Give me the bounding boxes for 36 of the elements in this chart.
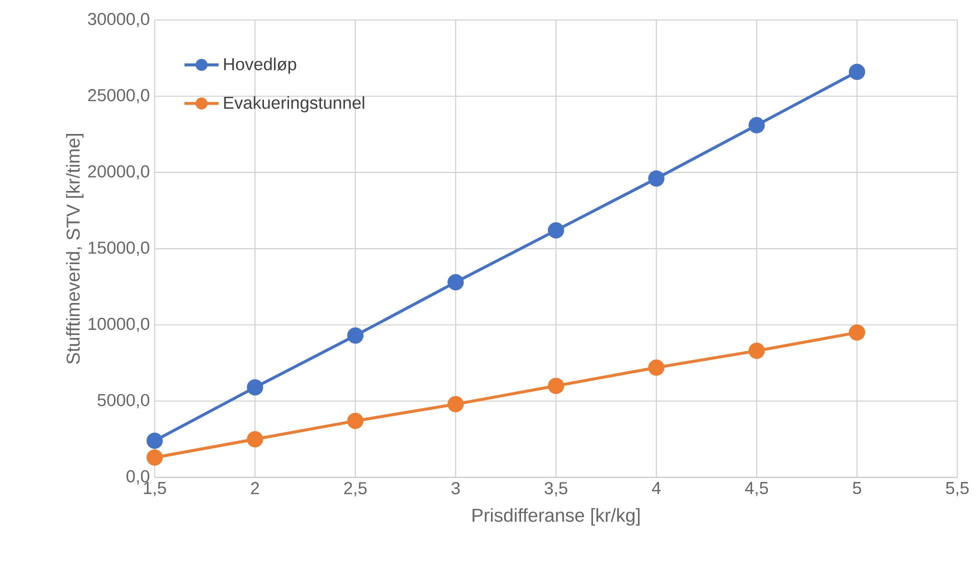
- point: [648, 170, 664, 187]
- point: [648, 359, 664, 376]
- legend-label: Hovedløp: [224, 58, 296, 74]
- point: [448, 396, 464, 412]
- point: [748, 117, 765, 134]
- x-tick-label: 3: [452, 482, 460, 494]
- y-tick-label: 0,0: [126, 470, 150, 484]
- point: [748, 342, 765, 359]
- x-axis-title: Prisdifferanse [kr/kg]: [472, 508, 640, 526]
- x-tick-label: 4: [652, 482, 661, 494]
- point: [548, 222, 564, 239]
- point: [246, 379, 264, 396]
- y-tick-label: 15000,0: [88, 242, 150, 256]
- point: [347, 327, 364, 344]
- x-tick-label: 1,5: [144, 482, 166, 496]
- legend-label: Evakueringstunnel: [224, 96, 364, 112]
- point: [246, 431, 264, 448]
- point: [146, 432, 163, 449]
- point: [347, 412, 364, 430]
- x-tick-label: 2,5: [344, 482, 367, 496]
- y-tick-label: 25000,0: [88, 89, 150, 104]
- y-tick-label: 30000,0: [88, 12, 150, 28]
- point: [448, 274, 464, 290]
- point: [848, 324, 866, 341]
- y-tick-label: 10000,0: [88, 318, 150, 332]
- x-tick-label: 3,5: [544, 482, 568, 496]
- point: [548, 378, 564, 394]
- x-tick-label: 2: [251, 482, 259, 494]
- x-tick-label: 4,5: [745, 482, 768, 496]
- y-axis-title: Stufftimeverid, STV [kr/time]: [66, 134, 84, 364]
- y-tick-label: 20000,0: [88, 165, 150, 180]
- point: [146, 449, 163, 466]
- y-tick-label: 5000,0: [98, 394, 150, 408]
- point: [848, 64, 866, 80]
- x-tick-label: 5,5: [946, 482, 969, 496]
- x-tick-label: 5: [852, 482, 862, 494]
